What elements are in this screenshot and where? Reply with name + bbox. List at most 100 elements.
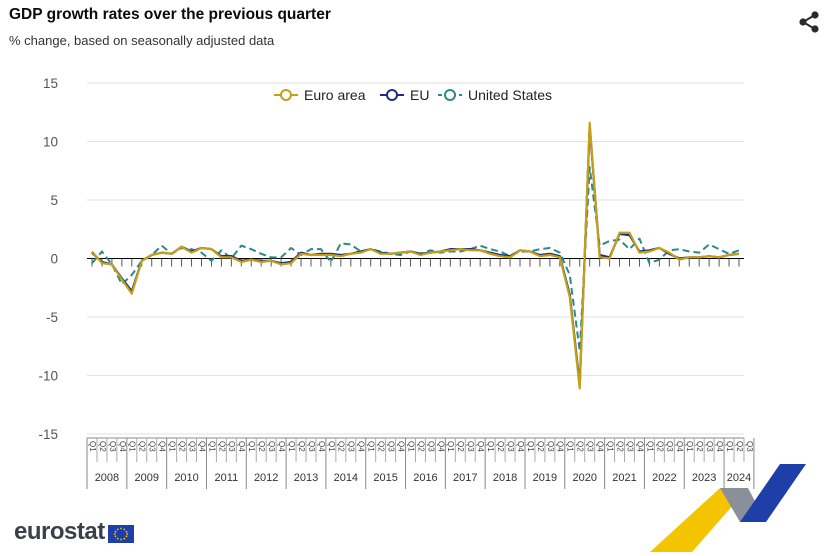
quarter-tick-label: Q3 — [227, 441, 236, 452]
quarter-tick-label: Q2 — [217, 441, 226, 452]
quarter-tick-label: Q3 — [426, 441, 435, 452]
quarter-tick-label: Q3 — [387, 441, 396, 452]
quarter-tick-label: Q4 — [118, 441, 127, 452]
quarter-tick-label: Q4 — [237, 441, 246, 452]
quarter-tick-label: Q3 — [466, 441, 475, 452]
quarter-tick-label: Q1 — [685, 441, 694, 452]
year-tick-label: 2009 — [135, 472, 159, 484]
quarter-tick-label: Q4 — [596, 441, 605, 452]
year-tick-label: 2024 — [727, 472, 751, 484]
quarter-tick-label: Q4 — [675, 441, 684, 452]
quarter-tick-label: Q1 — [725, 441, 734, 452]
brand-chevron-decoration — [650, 464, 806, 552]
quarter-tick-label: Q3 — [625, 441, 634, 452]
quarter-tick-label: Q1 — [168, 441, 177, 452]
series-line-eu[interactable] — [91, 125, 740, 386]
year-tick-label: 2010 — [174, 472, 198, 484]
quarter-tick-label: Q2 — [496, 441, 505, 452]
chart-title: GDP growth rates over the previous quart… — [9, 6, 331, 23]
quarter-tick-label: Q3 — [267, 441, 276, 452]
quarter-tick-label: Q3 — [705, 441, 714, 452]
quarter-tick-label: Q2 — [257, 441, 266, 452]
legend-label: United States — [468, 87, 552, 103]
quarter-tick-label: Q2 — [576, 441, 585, 452]
year-tick-label: 2023 — [692, 472, 716, 484]
chart-subtitle: % change, based on seasonally adjusted d… — [9, 33, 275, 48]
quarter-tick-label: Q2 — [337, 441, 346, 452]
year-tick-label: 2017 — [453, 472, 477, 484]
y-tick-label: 0 — [50, 252, 58, 267]
year-tick-label: 2016 — [413, 472, 437, 484]
eu-flag-icon — [107, 524, 134, 543]
logo-text: eurostat — [14, 518, 105, 545]
y-tick-label: 10 — [43, 135, 58, 150]
quarter-tick-label: Q4 — [396, 441, 405, 452]
quarter-tick-label: Q1 — [645, 441, 654, 452]
year-tick-label: 2019 — [533, 472, 557, 484]
quarter-tick-label: Q1 — [327, 441, 336, 452]
legend-item-euro-area[interactable]: Euro area — [274, 87, 366, 103]
legend-label: Euro area — [304, 87, 366, 103]
quarter-tick-label: Q2 — [297, 441, 306, 452]
quarter-tick-label: Q4 — [357, 441, 366, 452]
quarter-tick-label: Q2 — [98, 441, 107, 452]
quarter-tick-label: Q3 — [745, 441, 754, 452]
quarter-tick-label: Q4 — [516, 441, 525, 452]
year-tick-label: 2012 — [254, 472, 278, 484]
quarter-tick-label: Q1 — [486, 441, 495, 452]
legend-item-united-states[interactable]: United States — [438, 87, 552, 103]
quarter-tick-label: Q1 — [287, 441, 296, 452]
quarter-tick-label: Q3 — [506, 441, 515, 452]
quarter-tick-label: Q4 — [277, 441, 286, 452]
y-tick-label: -10 — [38, 369, 58, 384]
y-tick-label: -5 — [46, 310, 58, 325]
quarter-tick-label: Q3 — [586, 441, 595, 452]
quarter-tick-label: Q2 — [536, 441, 545, 452]
y-tick-label: 5 — [50, 193, 58, 208]
legend-marker — [386, 89, 398, 101]
legend-marker — [444, 89, 456, 101]
quarter-tick-label: Q4 — [715, 441, 724, 452]
quarter-tick-label: Q4 — [476, 441, 485, 452]
quarter-tick-label: Q2 — [695, 441, 704, 452]
eurostat-logo: eurostat — [14, 518, 134, 546]
quarter-tick-label: Q2 — [416, 441, 425, 452]
y-tick-label: 15 — [43, 76, 58, 91]
quarter-tick-label: Q2 — [177, 441, 186, 452]
quarter-tick-label: Q3 — [108, 441, 117, 452]
quarter-tick-label: Q1 — [88, 441, 97, 452]
year-tick-label: 2014 — [334, 472, 358, 484]
share-icon[interactable] — [796, 9, 822, 35]
quarter-tick-label: Q2 — [655, 441, 664, 452]
quarter-tick-label: Q3 — [187, 441, 196, 452]
quarter-tick-label: Q2 — [456, 441, 465, 452]
legend-item-eu[interactable]: EU — [380, 87, 429, 103]
quarter-tick-label: Q3 — [307, 441, 316, 452]
quarter-tick-label: Q4 — [556, 441, 565, 452]
quarter-tick-label: Q4 — [635, 441, 644, 452]
quarter-tick-label: Q4 — [317, 441, 326, 452]
quarter-tick-label: Q1 — [566, 441, 575, 452]
quarter-tick-label: Q2 — [138, 441, 147, 452]
quarter-tick-label: Q1 — [207, 441, 216, 452]
quarter-tick-label: Q3 — [347, 441, 356, 452]
quarter-tick-label: Q1 — [367, 441, 376, 452]
year-tick-label: 2013 — [294, 472, 318, 484]
year-tick-label: 2015 — [373, 472, 397, 484]
quarter-tick-label: Q1 — [128, 441, 137, 452]
quarter-tick-label: Q4 — [436, 441, 445, 452]
series-line-united-states[interactable] — [91, 166, 740, 352]
quarter-tick-label: Q4 — [197, 441, 206, 452]
quarter-tick-label: Q2 — [735, 441, 744, 452]
quarter-tick-label: Q1 — [406, 441, 415, 452]
y-tick-label: -15 — [38, 427, 58, 442]
quarter-tick-label: Q3 — [665, 441, 674, 452]
quarter-tick-label: Q3 — [148, 441, 157, 452]
quarter-tick-label: Q1 — [247, 441, 256, 452]
legend-marker — [280, 89, 292, 101]
quarter-tick-label: Q1 — [446, 441, 455, 452]
series-line-euro-area[interactable] — [91, 121, 740, 390]
quarter-tick-label: Q2 — [615, 441, 624, 452]
year-tick-label: 2008 — [95, 472, 119, 484]
legend-label: EU — [410, 87, 429, 103]
